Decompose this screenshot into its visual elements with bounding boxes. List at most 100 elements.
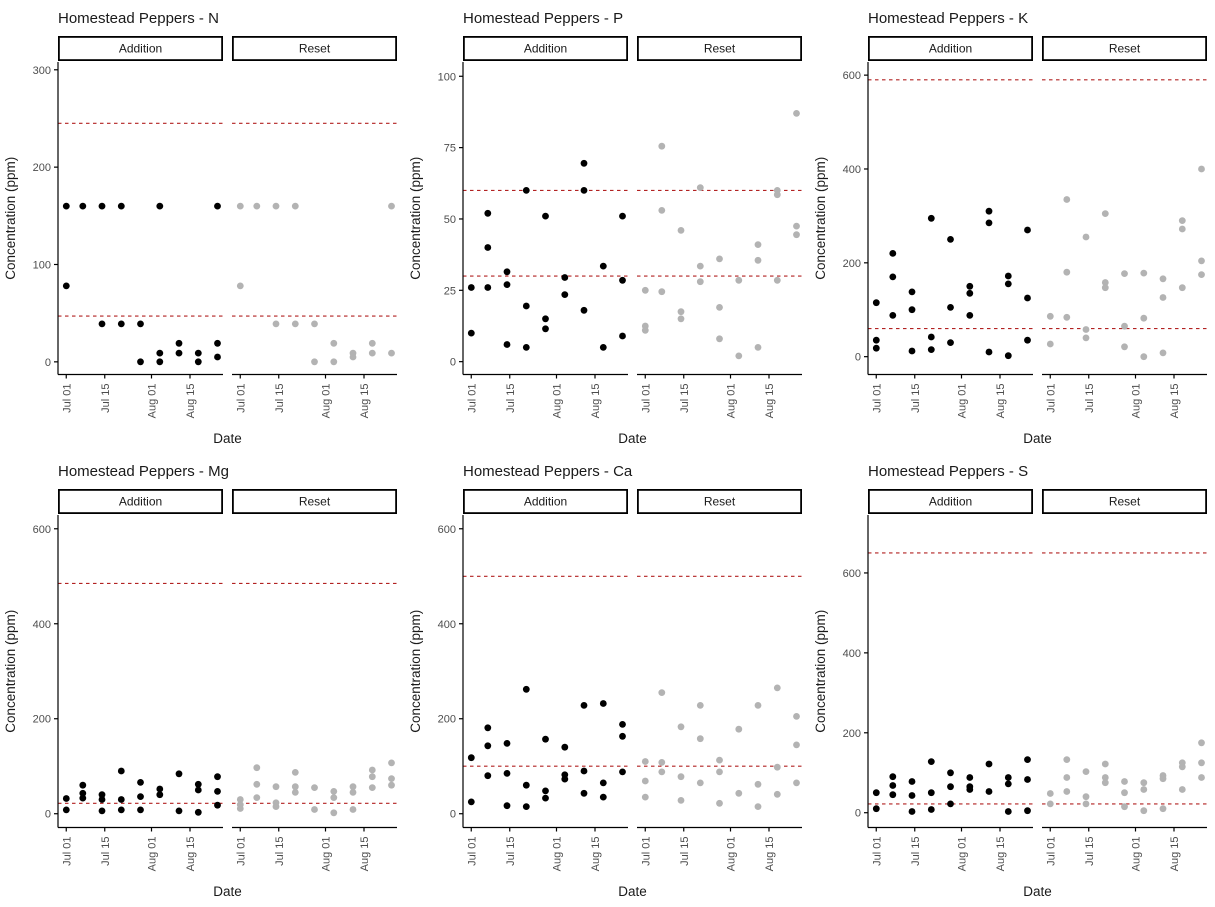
data-point [619,768,626,776]
data-point [947,769,954,777]
x-tick-label: Jul 01 [1045,384,1057,413]
data-point [773,790,781,798]
data-point [1159,275,1167,283]
data-point [793,741,800,749]
y-tick-label: 0 [450,809,456,821]
x-tick-label: Aug 15 [185,837,197,872]
data-point [677,315,685,323]
data-point [561,775,569,783]
data-point [1140,269,1148,277]
data-point [137,806,144,814]
data-point [291,783,299,791]
data-point [156,785,164,793]
data-point [947,339,954,346]
data-point [194,349,202,357]
chart-svg: Homestead Peppers - N Addition Jul 01 Jul 1… [3,10,397,446]
chart-title: Homestead Peppers - P [463,10,623,27]
facet-strip-label: Reset [1109,42,1141,56]
facet-strip [868,489,1033,515]
x-tick-label: Jul 15 [679,384,691,413]
data-point [716,768,723,776]
data-point [908,778,916,785]
data-point [1140,779,1148,787]
data-point [156,202,164,210]
data-point [311,358,318,366]
data-point [253,764,261,772]
data-point [716,304,723,311]
data-point [1159,294,1167,301]
x-axis-title: Date [1023,884,1052,899]
x-tick-label: Jul 01 [1045,837,1057,866]
y-tick-label: 600 [843,568,861,580]
facet-strip [1041,36,1207,62]
data-point [467,284,475,291]
facet-strip [58,36,223,62]
data-point [1063,313,1071,321]
data-point [619,276,626,284]
data-point [754,344,762,351]
data-point [658,288,666,296]
data-point [677,723,685,731]
x-tick-label: Jul 01 [466,837,478,866]
x-tick-label: Aug 01 [552,837,564,872]
data-point [1178,763,1186,771]
chart-homestead-peppers-s: Homestead Peppers - S Addition Jul 01 Jul 1… [810,453,1215,906]
data-point [1121,343,1128,351]
data-point [484,724,492,732]
data-point [175,807,183,815]
data-point [503,802,511,810]
y-tick-label: 0 [450,357,456,369]
data-point [62,806,70,814]
y-tick-label: 100 [438,71,456,83]
data-point [716,335,723,343]
x-tick-label: Jul 15 [505,837,517,866]
x-tick-label: Jul 15 [910,837,922,866]
x-axis-title: Date [1023,431,1052,446]
data-point [716,756,723,764]
facet-strip-label: Addition [119,495,162,509]
y-tick-label: 400 [438,619,456,631]
data-point [677,773,685,781]
data-point [872,344,880,352]
data-point [1063,268,1071,276]
data-point [194,786,202,794]
y-axis-title: Concentration (ppm) [3,610,18,733]
data-point [947,800,954,808]
y-axis-title: Concentration (ppm) [408,610,423,733]
data-point [927,789,935,797]
x-tick-label: Jul 01 [61,384,73,413]
data-point [291,769,299,776]
data-point [272,803,280,810]
data-point [561,291,569,298]
data-point [214,339,221,347]
y-axis-title: Concentration (ppm) [813,610,828,733]
x-tick-label: Aug 15 [359,384,371,419]
data-point [330,809,338,817]
data-point [1198,759,1205,767]
data-point [311,806,318,813]
data-point [927,346,935,353]
x-tick-label: Jul 01 [640,837,652,866]
data-point [735,789,743,797]
data-point [98,791,106,799]
data-point [522,302,530,310]
data-point [236,805,244,812]
data-point [580,767,588,775]
data-point [641,758,649,765]
data-point [503,740,511,747]
data-point [1140,314,1148,322]
data-point [522,803,530,810]
data-point [368,349,376,357]
x-tick-label: Aug 01 [957,837,969,872]
data-point [696,278,704,286]
chart-title: Homestead Peppers - Ca [463,463,633,480]
data-point [330,794,338,801]
x-axis-title: Date [213,431,242,446]
x-tick-label: Aug 01 [1131,837,1143,872]
data-point [137,779,144,786]
data-point [889,782,897,789]
data-point [156,791,164,799]
data-point [677,227,685,234]
data-point [388,781,395,789]
facet-strip-label: Addition [119,42,162,56]
